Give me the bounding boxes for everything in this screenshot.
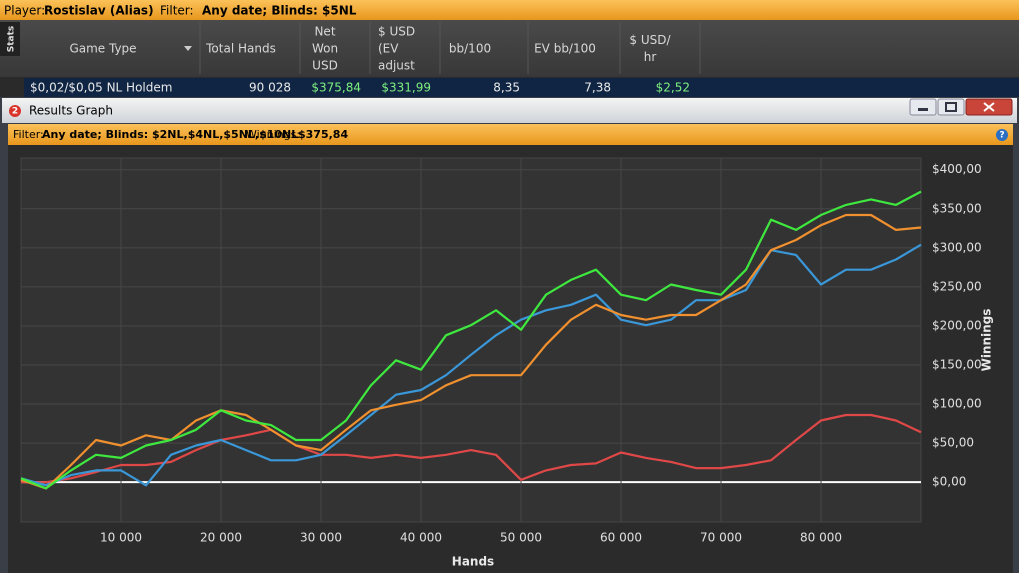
minimize-button[interactable]	[909, 98, 937, 116]
badge-text: 2	[12, 107, 18, 117]
x-tick-label: 80 000	[800, 531, 842, 545]
x-tick-label: 30 000	[300, 531, 342, 545]
top-bar	[0, 0, 1019, 20]
table-header	[0, 20, 1019, 77]
column-header: $ USD/	[629, 33, 671, 47]
column-header: (EV	[378, 42, 399, 56]
column-header: bb/100	[449, 42, 491, 56]
row-gutter	[0, 78, 24, 97]
y-tick-label: $50,00	[932, 436, 974, 450]
player: Rostislav (Alias)	[44, 4, 154, 18]
plot-area	[20, 157, 922, 523]
table-cell: 8,35	[493, 81, 520, 95]
table-row[interactable]	[0, 78, 1019, 97]
help-button[interactable]	[996, 129, 1008, 141]
x-tick-label: 60 000	[600, 531, 642, 545]
column-header: Net	[314, 25, 335, 39]
y-tick-label: $200,00	[932, 318, 982, 332]
y-tick-label: $250,00	[932, 279, 982, 293]
column-header: USD	[312, 59, 338, 73]
y-tick-label: $0,00	[932, 475, 966, 489]
x-tick-label: 40 000	[400, 531, 442, 545]
player-label: Player:	[4, 4, 45, 18]
x-tick-label: 10 000	[100, 531, 142, 545]
column-header: $ USD	[378, 25, 415, 39]
side-tab-label: Stats	[7, 26, 17, 53]
badge	[9, 105, 21, 117]
table-cell: $375,84	[311, 81, 361, 95]
filter-bar	[8, 124, 1013, 145]
column-header: Total Hands	[205, 42, 276, 56]
table-cell: 90 028	[249, 81, 291, 95]
help-text: ?	[999, 131, 1004, 141]
close-icon	[983, 102, 995, 112]
table-cell: 7,38	[584, 81, 611, 95]
column-header: adjust	[378, 59, 415, 73]
maximize-icon	[945, 102, 957, 112]
x-tick-label: 50 000	[500, 531, 542, 545]
window-titlebar	[2, 98, 1017, 123]
window-filter: Any date; Blinds: $2NL,$4NL,$5NL,$10NL	[42, 128, 298, 141]
winnings-label: Winnings:	[246, 128, 300, 141]
x-axis-label: Hands	[452, 555, 494, 569]
table-cell: $2,52	[656, 81, 690, 95]
column-header: hr	[644, 50, 657, 64]
series-line	[20, 190, 922, 490]
column-header: Won	[312, 42, 338, 56]
filter: Any date; Blinds: $5NL	[202, 4, 357, 18]
maximize-button[interactable]	[937, 98, 965, 116]
column-header: Game Type	[69, 42, 136, 56]
table-cell: $0,02/$0,05 NL Holdem	[30, 81, 172, 95]
y-tick-label: $100,00	[932, 397, 982, 411]
window-title: Results Graph	[29, 104, 113, 118]
column-separators	[199, 22, 701, 74]
y-tick-label: $150,00	[932, 357, 982, 371]
sort-dropdown[interactable]	[184, 46, 192, 51]
x-tick-label: 20 000	[200, 531, 242, 545]
window-filter-label: Filter:	[13, 128, 44, 141]
minimize-icon	[918, 108, 928, 111]
y-tick-label: $400,00	[932, 162, 982, 176]
side-tab[interactable]	[0, 22, 20, 56]
filter-label: Filter:	[160, 4, 194, 18]
winnings: $375,84	[298, 128, 348, 141]
column-header: EV bb/100	[534, 42, 596, 56]
y-tick-label: $350,00	[932, 201, 982, 215]
series-line	[21, 413, 922, 484]
y-axis-label: Winnings	[980, 309, 994, 372]
table-cell: $331,99	[381, 81, 431, 95]
x-tick-label: 70 000	[700, 531, 742, 545]
y-tick-label: $300,00	[932, 240, 982, 254]
